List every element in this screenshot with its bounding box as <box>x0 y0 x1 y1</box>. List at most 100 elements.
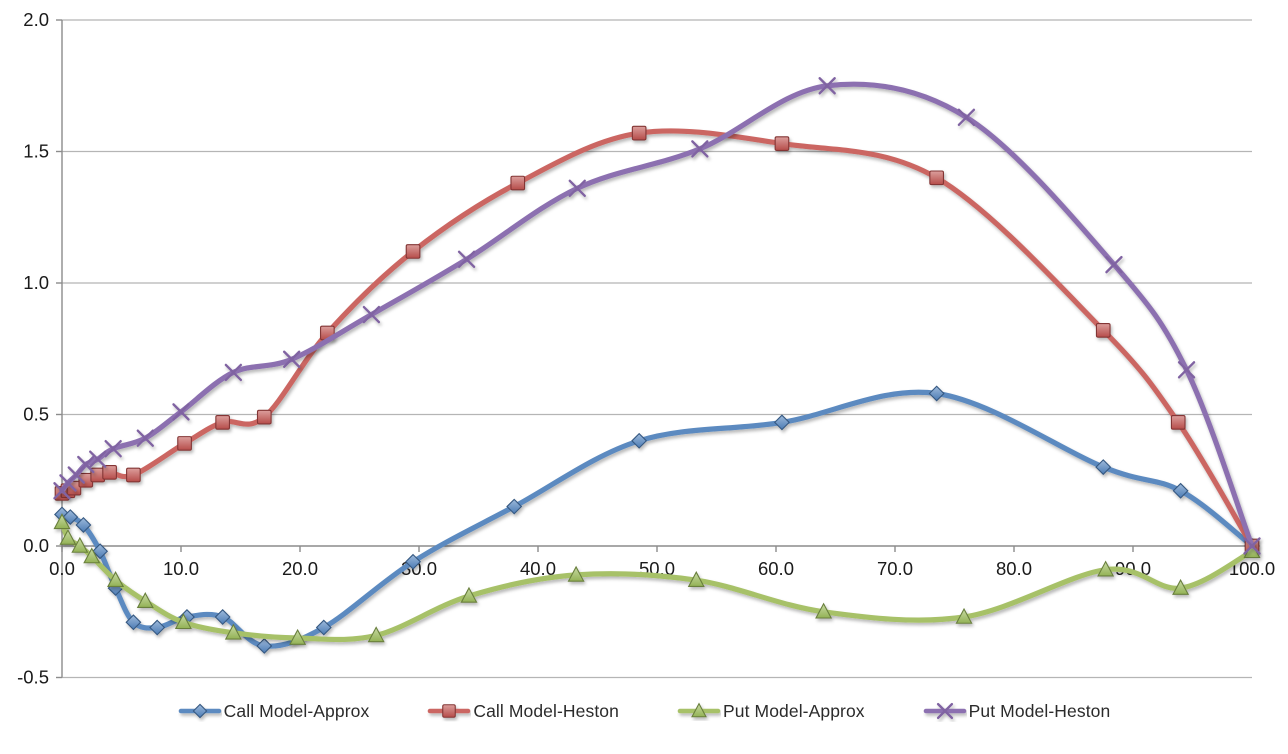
put-heston-marker-x-icon <box>936 702 953 720</box>
call-heston-marker-square-icon <box>215 415 231 430</box>
put-heston-marker-x-icon <box>1243 537 1261 555</box>
series-call-approx-line <box>59 389 1255 649</box>
put-approx-marker-triangle-icon <box>224 623 242 640</box>
legend-item-call-approx: Call Model-Approx <box>178 700 370 722</box>
put-approx-marker-triangle-icon <box>53 513 71 530</box>
series-put-heston-line <box>59 81 1255 549</box>
x-tick-label: 60.0 <box>758 558 794 579</box>
call-approx-marker-diamond-icon <box>1172 482 1189 499</box>
x-tick-label: 20.0 <box>282 558 318 579</box>
put-heston-marker-x-icon <box>457 250 476 269</box>
y-tick-label: 0.0 <box>23 535 49 556</box>
put-approx-marker-triangle-icon <box>136 592 154 609</box>
call-approx-marker-diamond-icon <box>405 553 422 570</box>
put-approx-marker-triangle-icon <box>174 613 192 630</box>
call-heston-marker-square-icon <box>1095 322 1111 338</box>
put-heston-marker-x-icon <box>1177 361 1196 379</box>
legend-label-call-heston: Call Model-Heston <box>473 700 619 721</box>
x-tick-label: 40.0 <box>520 558 556 579</box>
call-approx-marker-diamond-icon <box>125 614 142 631</box>
put-heston-marker-x-icon <box>136 429 155 447</box>
put-heston-marker-x-icon <box>104 439 122 458</box>
put-heston-marker-x-icon <box>568 179 586 198</box>
call-heston-marker-square-icon <box>442 704 457 718</box>
series-put-approx-line <box>59 519 1255 643</box>
call-approx-marker-diamond-icon <box>506 498 523 515</box>
legend-swatch-call-heston <box>428 704 471 718</box>
call-heston-marker-square-icon <box>631 125 647 141</box>
put-approx-marker-triangle-icon <box>71 536 89 553</box>
call-approx-marker-diamond-icon <box>928 385 945 402</box>
put-heston-marker-x-icon <box>691 140 709 158</box>
put-approx-marker-triangle-icon <box>955 607 973 624</box>
put-approx-marker-triangle-icon <box>367 626 385 643</box>
call-approx-marker-diamond-icon <box>214 609 231 625</box>
legend-item-put-heston: Put Model-Heston <box>923 700 1111 722</box>
legend-label-put-approx: Put Model-Approx <box>722 700 865 721</box>
call-heston-marker-square-icon <box>774 136 790 151</box>
legend-swatch-call-approx <box>178 703 221 719</box>
series-call-heston <box>54 125 1260 554</box>
line-chart: -0.50.00.51.01.52.00.0 10.0 20.0 30.0 40.0 50… <box>17 9 1275 688</box>
y-tick-label: 1.0 <box>23 272 49 293</box>
put-heston-marker-x-icon <box>53 482 71 500</box>
put-approx-marker-triangle-icon <box>687 571 705 587</box>
put-approx-marker-triangle-icon <box>567 565 585 582</box>
put-approx-marker-triangle-icon <box>1172 578 1190 595</box>
call-approx-marker-diamond-icon <box>92 543 109 560</box>
y-tick-label: -0.5 <box>17 667 49 688</box>
series-call-approx <box>54 385 1260 654</box>
call-approx-marker-diamond-icon <box>75 516 92 533</box>
x-tick-label: 80.0 <box>996 558 1032 579</box>
legend-item-put-approx: Put Model-Approx <box>677 700 865 722</box>
put-heston-marker-x-icon <box>957 108 976 127</box>
call-heston-marker-square-icon <box>126 467 141 483</box>
call-heston-marker-square-icon <box>929 170 944 186</box>
put-approx-marker-triangle-icon <box>289 628 307 645</box>
put-approx-marker-triangle-icon <box>691 702 707 718</box>
put-heston-marker-x-icon <box>1105 255 1123 274</box>
call-approx-marker-diamond-icon <box>149 619 166 636</box>
call-approx-marker-diamond-icon <box>773 414 790 431</box>
put-heston-marker-x-icon <box>282 350 301 368</box>
put-heston-marker-x-icon <box>88 450 107 468</box>
call-heston-marker-square-icon <box>256 409 272 425</box>
x-tick-label: 100.0 <box>1229 558 1275 579</box>
x-tick-label: 70.0 <box>877 558 913 579</box>
legend-swatch-put-approx <box>677 702 721 718</box>
call-heston-marker-square-icon <box>405 244 421 259</box>
call-approx-marker-diamond-icon <box>315 619 332 636</box>
put-heston-marker-x-icon <box>362 305 381 324</box>
legend-item-call-heston: Call Model-Heston <box>427 700 619 722</box>
call-approx-marker-diamond-icon <box>256 637 273 654</box>
call-heston-marker-square-icon <box>510 175 526 191</box>
call-approx-marker-diamond-icon <box>192 703 208 719</box>
legend-label-put-heston: Put Model-Heston <box>968 700 1111 721</box>
chart-legend: Call Model-Approx Call Model-Heston Put Mo… <box>0 700 1288 722</box>
put-heston-marker-x-icon <box>224 363 243 382</box>
y-tick-label: 2.0 <box>23 9 49 30</box>
put-approx-marker-triangle-icon <box>1097 560 1115 577</box>
put-heston-marker-x-icon <box>818 77 836 95</box>
put-approx-marker-triangle-icon <box>460 586 478 603</box>
put-approx-marker-triangle-icon <box>107 571 125 587</box>
put-heston-marker-x-icon <box>77 455 95 474</box>
legend-label-call-approx: Call Model-Approx <box>223 700 370 721</box>
x-tick-label: 10.0 <box>163 558 199 579</box>
series-call-heston-line <box>59 128 1255 549</box>
put-approx-marker-triangle-icon <box>59 528 77 545</box>
call-heston-marker-square-icon <box>177 436 192 451</box>
legend-swatch-put-heston <box>923 702 966 720</box>
put-approx-marker-triangle-icon <box>83 547 101 564</box>
call-heston-marker-square-icon <box>102 465 117 480</box>
y-tick-label: 0.5 <box>23 404 49 425</box>
call-approx-marker-diamond-icon <box>62 509 79 526</box>
x-tick-label: 0.0 <box>49 558 75 579</box>
call-approx-marker-diamond-icon <box>631 432 648 449</box>
put-approx-marker-triangle-icon <box>815 602 833 619</box>
put-heston-marker-x-icon <box>172 403 190 421</box>
series-put-heston <box>53 77 1261 555</box>
call-heston-marker-square-icon <box>1170 415 1186 430</box>
y-tick-label: 1.5 <box>23 141 49 162</box>
